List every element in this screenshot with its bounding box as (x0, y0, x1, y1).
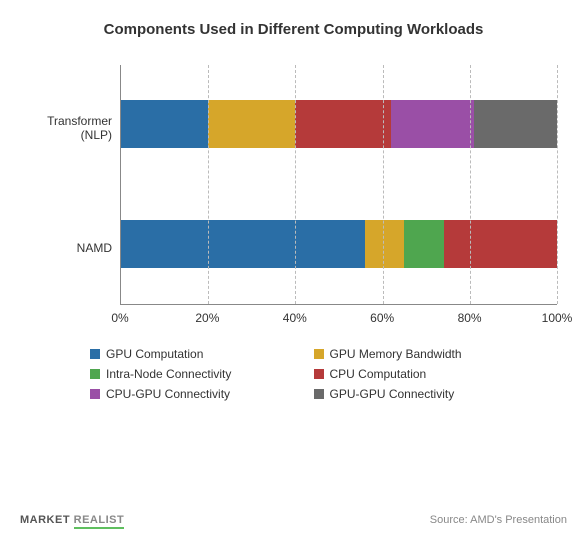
bars-group (121, 65, 557, 304)
footer: MARKET REALIST Source: AMD's Presentatio… (20, 514, 567, 526)
brand-text-a: MARKET (20, 514, 70, 526)
y-label-text: NAMD (77, 241, 112, 255)
legend-label: Intra-Node Connectivity (106, 367, 231, 381)
legend-swatch (314, 389, 324, 399)
legend-item-gpu-gpu-connectivity: GPU-GPU Connectivity (314, 387, 518, 401)
bar-row (121, 220, 557, 268)
grid-line (295, 65, 296, 304)
legend-item-cpu-gpu-connectivity: CPU-GPU Connectivity (90, 387, 294, 401)
legend-label: GPU Memory Bandwidth (330, 347, 462, 361)
chart-container: Components Used in Different Computing W… (0, 0, 587, 411)
legend-item-gpu-memory-bandwidth: GPU Memory Bandwidth (314, 347, 518, 361)
legend: GPU Computation GPU Memory Bandwidth Intra… (90, 347, 517, 401)
plot (120, 65, 557, 305)
bar-segment-gpu-memory-bandwidth (365, 220, 404, 268)
legend-swatch (314, 349, 324, 359)
chart-title: Components Used in Different Computing W… (30, 20, 557, 40)
bar-segment-gpu-computation (121, 220, 365, 268)
x-tick-label: 80% (458, 311, 482, 325)
legend-swatch (90, 369, 100, 379)
y-axis-labels: Transformer (NLP) NAMD (30, 65, 120, 305)
plot-area: Transformer (NLP) NAMD (30, 65, 557, 305)
y-label-transformer: Transformer (NLP) (30, 114, 112, 143)
brand-logo: MARKET REALIST (20, 514, 124, 526)
x-tick-label: 40% (283, 311, 307, 325)
legend-swatch (90, 389, 100, 399)
x-axis: 0%20%40%60%80%100% (120, 311, 557, 327)
bar-segment-cpu-computation (444, 220, 557, 268)
legend-swatch (90, 349, 100, 359)
x-tick-label: 0% (111, 311, 128, 325)
x-tick-label: 20% (195, 311, 219, 325)
grid-line (208, 65, 209, 304)
x-tick-label: 60% (370, 311, 394, 325)
bar-segment-gpu-memory-bandwidth (208, 100, 295, 148)
source-text: Source: AMD's Presentation (430, 514, 567, 526)
legend-item-gpu-computation: GPU Computation (90, 347, 294, 361)
legend-item-cpu-computation: CPU Computation (314, 367, 518, 381)
bar-segment-gpu-gpu-connectivity (474, 100, 557, 148)
bar-segment-intra-node-connectivity (404, 220, 443, 268)
grid-line (557, 65, 558, 304)
legend-label: GPU-GPU Connectivity (330, 387, 455, 401)
legend-label: CPU-GPU Connectivity (106, 387, 230, 401)
bar-segment-cpu-computation (295, 100, 391, 148)
bar-row (121, 100, 557, 148)
bar-segment-gpu-computation (121, 100, 208, 148)
legend-label: GPU Computation (106, 347, 203, 361)
y-label-text: Transformer (NLP) (47, 114, 112, 142)
legend-swatch (314, 369, 324, 379)
legend-label: CPU Computation (330, 367, 427, 381)
brand-text-b: REALIST (74, 514, 125, 529)
legend-item-intra-node-connectivity: Intra-Node Connectivity (90, 367, 294, 381)
bar-segment-cpu-gpu-connectivity (391, 100, 474, 148)
grid-line (383, 65, 384, 304)
x-tick-label: 100% (542, 311, 573, 325)
y-label-namd: NAMD (77, 241, 112, 255)
grid-line (470, 65, 471, 304)
